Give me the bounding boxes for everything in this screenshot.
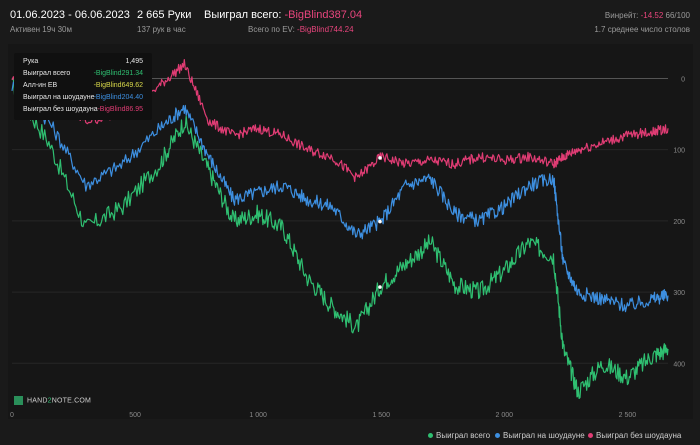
hands-per-hour: 137 рук в час: [137, 25, 186, 34]
series-line-showdown: [11, 81, 669, 313]
tooltip-showdown-value: -BigBlind204.40: [93, 94, 143, 101]
logo-text-3: NOTE.COM: [51, 397, 92, 405]
hover-point-showdown: [378, 219, 382, 224]
winrate: Винрейт: -14.52 66/100: [605, 11, 690, 20]
x-tick-label: 2 000: [496, 412, 514, 419]
tooltip-allin-label: Алл-ин EB: [23, 82, 58, 89]
tooltip-allin-value: -BigBlind649.62: [93, 82, 143, 89]
logo-text-1: HAND: [27, 397, 48, 405]
y-tick-label: 400: [673, 361, 685, 368]
hand2note-logo: HAND2NOTE.COM: [14, 396, 91, 405]
legend-label-total: Выиграл всего: [436, 431, 491, 440]
tooltip-hand-value: 1,495: [125, 58, 143, 65]
hands-count: 2 665 Руки: [137, 9, 192, 21]
stats-header: 01.06.2023 - 06.06.2023 Активен 19ч 30м …: [0, 0, 700, 40]
logo-mark-icon: [14, 396, 23, 405]
ev-total-label: Всего по EV:: [248, 25, 295, 34]
legend-label-showdown: Выиграл на шоудауне: [503, 431, 585, 440]
avg-tables: 1.7 среднее число столов: [594, 25, 690, 34]
legend-dot-icon: [428, 433, 433, 439]
legend-item-noshowdown[interactable]: Выиграл без шоудауна: [588, 431, 681, 440]
tooltip-row-noshowdown: Выиграл без шоудауна -BigBlind86.95: [23, 104, 143, 116]
winrate-suffix: 66/100: [665, 11, 690, 20]
won-total: Выиграл всего: -BigBlind387.04: [204, 9, 362, 21]
winrate-value: -14.52: [640, 11, 664, 20]
x-tick-label: 1 500: [372, 412, 390, 419]
x-tick-label: 500: [129, 412, 141, 419]
won-total-label: Выиграл всего:: [204, 9, 282, 21]
y-tick-label: 200: [673, 219, 685, 226]
ev-total-value: -BigBlind744.24: [297, 25, 354, 34]
active-time: Активен 19ч 30м: [10, 25, 72, 34]
tooltip-noshowdown-value: -BigBlind86.95: [97, 106, 143, 113]
legend-dot-icon: [495, 433, 500, 439]
tooltip-hand-label: Рука: [23, 58, 39, 65]
tooltip-noshowdown-label: Выиграл без шоудауна: [23, 106, 98, 113]
tooltip-row-won: Выиграл всего -BigBlind291.34: [23, 68, 143, 80]
x-tick-label: 0: [10, 412, 14, 419]
legend-item-showdown[interactable]: Выиграл на шоудауне: [495, 431, 585, 440]
tooltip-won-value: -BigBlind291.34: [93, 70, 143, 77]
logo-text-2: 2: [47, 397, 52, 405]
legend-label-noshowdown: Выиграл без шоудауна: [596, 431, 682, 440]
y-tick-label: 300: [673, 290, 685, 297]
hover-point-noshowdown: [378, 156, 382, 160]
won-total-value: -BigBlind387.04: [284, 9, 363, 21]
tooltip-won-label: Выиграл всего: [23, 70, 71, 77]
y-tick-label: 0: [681, 76, 685, 83]
hover-point-total: [378, 285, 382, 289]
winrate-label: Винрейт:: [604, 11, 639, 20]
legend-item-total[interactable]: Выиграл всего: [428, 431, 490, 440]
y-tick-label: 100: [673, 148, 685, 155]
graph-svg[interactable]: 0 100 200 300 400 0 500 1 000 1 500 2 000 2 500: [8, 44, 693, 419]
x-tick-label: 1 000: [249, 412, 267, 419]
tooltip-row-hand: Рука 1,495: [23, 56, 143, 68]
tooltip-row-allin: Алл-ин EB -BigBlind649.62: [23, 80, 143, 92]
legend-dot-icon: [588, 433, 593, 439]
x-tick-label: 2 500: [619, 412, 637, 419]
date-range[interactable]: 01.06.2023 - 06.06.2023: [10, 9, 130, 21]
tooltip-showdown-label: Выиграл на шоудауне: [23, 94, 95, 101]
ev-total: Всего по EV: -BigBlind744.24: [248, 25, 354, 34]
hover-tooltip: Рука 1,495 Выиграл всего -BigBlind291.34…: [14, 53, 152, 120]
series-line-total: [11, 78, 669, 399]
series-line-noshowdown: [11, 59, 669, 183]
tooltip-row-showdown: Выиграл на шоудауне -BigBlind204.40: [23, 92, 143, 104]
chart-legend: Выиграл всего Выиграл на шоудауне Выигра…: [0, 431, 700, 443]
